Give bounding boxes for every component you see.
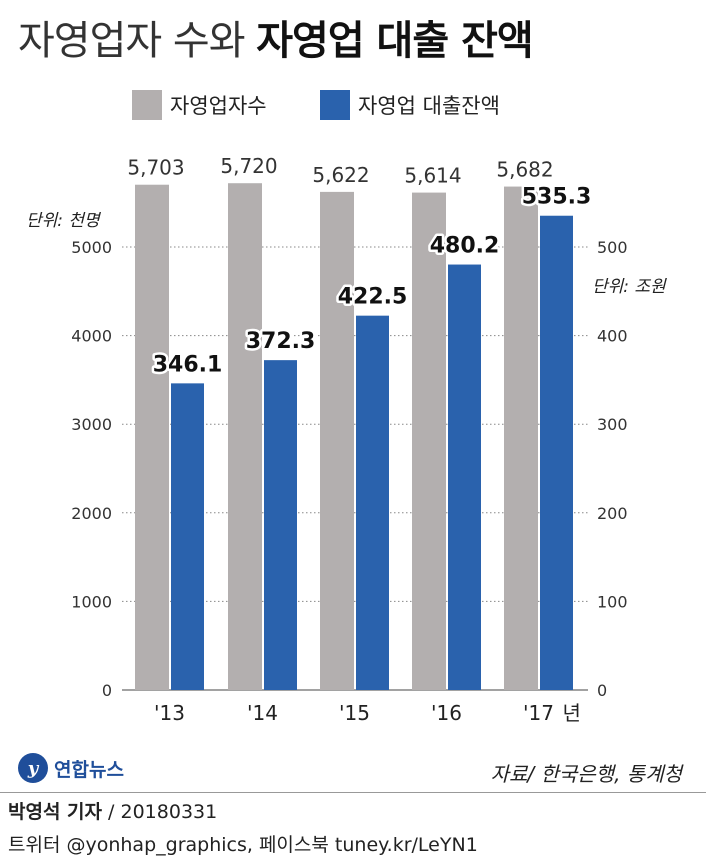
data-label-loan-balance: 372.3 xyxy=(246,329,316,354)
logo-icon: y xyxy=(18,753,48,783)
data-label-self-employed: 5,614 xyxy=(404,164,461,188)
social-line: 트위터 @yonhap_graphics, 페이스북 tuney.kr/LeYN… xyxy=(8,834,478,856)
bar-self-employed xyxy=(320,191,354,690)
legend-item-self-employed: 자영업자수 xyxy=(132,90,267,120)
bar-loan-balance xyxy=(356,315,389,690)
legend-label-self-employed: 자영업자수 xyxy=(170,94,267,118)
yonhap-logo: y 연합뉴스 xyxy=(18,753,124,783)
y-right-tick-label: 500 xyxy=(597,238,628,257)
bar-self-employed xyxy=(228,183,262,690)
divider xyxy=(0,792,706,793)
legend-item-loans: 자영업 대출잔액 xyxy=(320,90,500,120)
credit-date: / 20180331 xyxy=(102,801,218,823)
data-label-self-employed: 5,682 xyxy=(496,158,553,182)
bar-self-employed xyxy=(504,186,538,690)
author: 박영석 기자 xyxy=(8,801,103,823)
title-bold: 자영업 대출 잔액 xyxy=(256,18,533,64)
left-axis-unit: 단위: 천명 xyxy=(26,211,102,231)
y-right-tick-label: 400 xyxy=(597,327,628,346)
data-label-self-employed: 5,622 xyxy=(312,163,369,187)
legend-swatch-blue xyxy=(320,90,350,120)
legend-label-loans: 자영업 대출잔액 xyxy=(358,94,500,118)
data-label-loan-balance: 535.3 xyxy=(522,185,592,210)
data-label-loan-balance: 346.1 xyxy=(153,352,223,377)
y-left-tick-label: 0 xyxy=(102,681,112,700)
data-label-loan-balance: 480.2 xyxy=(430,234,500,259)
bar-loan-balance xyxy=(448,264,481,690)
credit-line: 박영석 기자 / 20180331 xyxy=(8,797,217,824)
y-right-tick-label: 100 xyxy=(597,592,628,611)
logo-text: 연합뉴스 xyxy=(54,758,124,781)
bar-loan-balance xyxy=(264,360,297,690)
y-right-tick-label: 200 xyxy=(597,504,628,523)
data-label-loan-balance: 422.5 xyxy=(338,285,408,310)
y-left-tick-label: 5000 xyxy=(71,238,112,257)
title-light: 자영업자 수와 xyxy=(18,18,246,64)
bar-self-employed xyxy=(412,192,446,690)
x-tick-label: '16 xyxy=(431,701,462,725)
y-left-tick-label: 1000 xyxy=(71,592,112,611)
chart-area: 0 0 1000 100 2000 200 3000 300 4000 400 5000 500 단위:… xyxy=(26,154,667,725)
x-tick-label: '15 xyxy=(339,701,370,725)
x-tick-label: '13 xyxy=(154,701,185,725)
source-note: 자료/ 한국은행, 통계청 xyxy=(490,762,682,786)
y-left-tick-label: 3000 xyxy=(71,415,112,434)
bar-loan-balance xyxy=(540,215,573,691)
data-label-self-employed: 5,720 xyxy=(220,154,277,178)
chart-title: 자영업자 수와 자영업 대출 잔액 xyxy=(18,10,534,72)
legend: 자영업자수 자영업 대출잔액 xyxy=(0,88,706,128)
x-tick-label: '17 xyxy=(523,701,554,725)
y-left-tick-label: 4000 xyxy=(71,327,112,346)
x-axis-year-suffix: 년 xyxy=(563,701,581,725)
x-tick-label: '14 xyxy=(247,701,278,725)
bar-self-employed xyxy=(135,184,169,690)
y-right-tick-label: 0 xyxy=(597,681,607,700)
y-left-tick-label: 2000 xyxy=(71,504,112,523)
data-label-self-employed: 5,703 xyxy=(127,156,184,180)
right-axis-unit: 단위: 조원 xyxy=(592,277,667,297)
legend-swatch-gray xyxy=(132,90,162,120)
bar-loan-balance xyxy=(171,383,204,690)
y-right-tick-label: 300 xyxy=(597,415,628,434)
